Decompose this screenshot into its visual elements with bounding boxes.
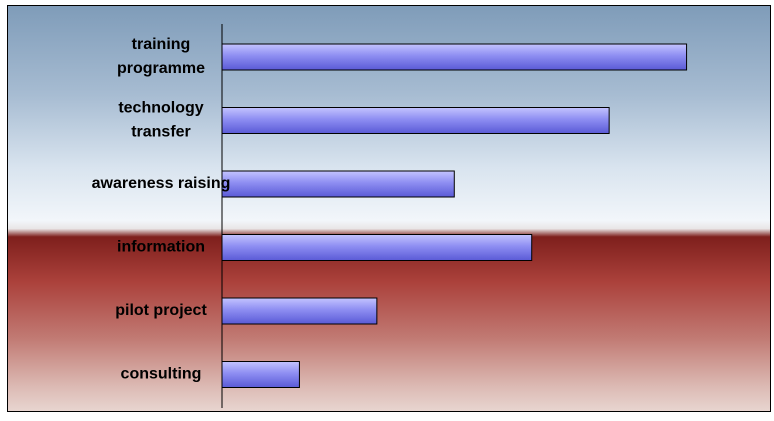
category-label: information xyxy=(117,239,205,256)
bar-technology-transfer xyxy=(221,107,610,134)
bars-layer xyxy=(221,43,688,388)
category-label: pilot project xyxy=(115,302,207,319)
bar-pilot-project xyxy=(221,297,378,325)
bar-consulting xyxy=(221,361,300,388)
bar-chart: training programme technology transfer aware… xyxy=(92,24,688,408)
category-label: technology xyxy=(118,100,203,117)
category-label: programme xyxy=(117,60,205,77)
category-label: transfer xyxy=(131,124,191,141)
bar-information xyxy=(221,234,533,261)
category-labels: training programme technology transfer aware… xyxy=(92,36,231,383)
category-label: consulting xyxy=(121,366,202,383)
chart-area: training programme technology transfer aware… xyxy=(7,5,771,412)
category-label: training xyxy=(132,36,191,53)
bar-training-programme xyxy=(221,43,688,71)
category-label: awareness raising xyxy=(92,175,231,192)
bar-awareness-raising xyxy=(221,170,455,198)
